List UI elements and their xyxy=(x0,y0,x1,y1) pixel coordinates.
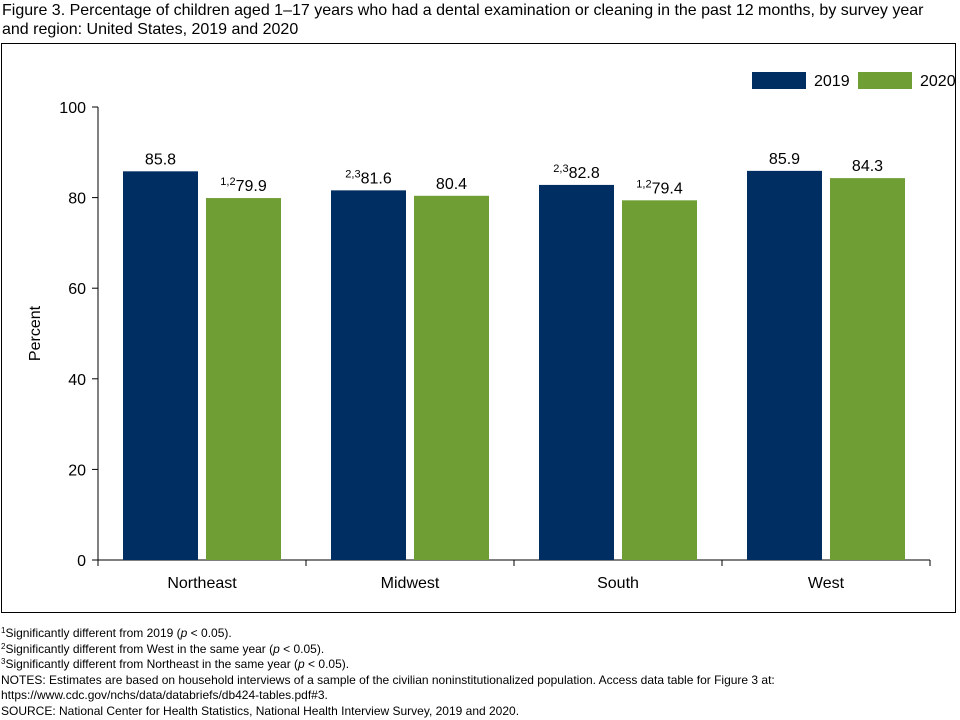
data-label-west-2020: 84.3 xyxy=(852,158,883,175)
x-tick-label: South xyxy=(597,575,639,592)
bar-northeast-2019 xyxy=(123,171,198,560)
figure-notes: 1Significantly different from 2019 (p < … xyxy=(1,626,956,720)
data-label-south-2019: 2,382.8 xyxy=(553,163,600,182)
y-tick-label: 0 xyxy=(77,553,86,570)
legend-swatch-2019 xyxy=(752,72,806,89)
bar-west-2020 xyxy=(830,178,905,560)
data-label-midwest-2020: 80.4 xyxy=(436,176,467,193)
footnote-2: 2Significantly different from West in th… xyxy=(1,641,325,656)
significance-superscript: 2,3 xyxy=(345,168,360,180)
significance-superscript: 1,2 xyxy=(220,176,235,188)
data-value: 85.9 xyxy=(769,151,800,168)
x-tick-label: West xyxy=(808,575,845,592)
data-value: 79.9 xyxy=(236,178,267,195)
legend-swatch-2020 xyxy=(858,72,912,89)
bar-south-2020 xyxy=(622,200,697,560)
data-value: 82.8 xyxy=(569,165,600,182)
data-value: 81.6 xyxy=(361,170,392,187)
x-tick-label: Northeast xyxy=(167,575,237,592)
data-label-northeast-2020: 1,279.9 xyxy=(220,176,267,195)
data-label-midwest-2019: 2,381.6 xyxy=(345,168,392,187)
y-tick-label: 100 xyxy=(59,100,86,117)
x-tick-label: Midwest xyxy=(381,575,440,592)
data-value: 80.4 xyxy=(436,176,467,193)
chart-frame: 0 20 40 60 80 100 Percent 85.8 1,279.9 Northeast 2… xyxy=(1,43,956,613)
source-text: SOURCE: National Center for Health Stati… xyxy=(1,703,520,718)
data-value: 79.4 xyxy=(652,180,683,197)
y-tick-label: 60 xyxy=(68,281,86,298)
data-value: 85.8 xyxy=(145,151,176,168)
bar-midwest-2020 xyxy=(414,195,489,560)
data-label-south-2020: 1,279.4 xyxy=(636,178,683,197)
legend-label-2019: 2019 xyxy=(814,73,850,90)
bar-midwest-2019 xyxy=(331,190,406,561)
data-label-northeast-2019: 85.8 xyxy=(145,151,176,168)
data-label-west-2019: 85.9 xyxy=(769,151,800,168)
y-tick-label: 40 xyxy=(68,372,86,389)
y-axis-label: Percent xyxy=(27,305,44,361)
y-tick-label: 80 xyxy=(68,191,86,208)
y-tick-label: 20 xyxy=(68,462,86,479)
data-value: 84.3 xyxy=(852,158,883,175)
footnote-3: 3Significantly different from Northeast … xyxy=(1,657,350,672)
data-table-link[interactable]: https://www.cdc.gov/nchs/data/databriefs… xyxy=(1,688,328,703)
bar-chart: 020406080100Percent85.81,279.9Northeast2… xyxy=(27,72,955,592)
bar-northeast-2020 xyxy=(206,198,281,561)
bar-south-2019 xyxy=(539,184,614,560)
significance-superscript: 2,3 xyxy=(553,163,568,175)
legend-label-2020: 2020 xyxy=(920,73,955,90)
significance-superscript: 1,2 xyxy=(636,178,651,190)
bar-west-2019 xyxy=(747,170,822,561)
footnote-1: 1Significantly different from 2019 (p < … xyxy=(1,626,232,640)
figure-title: Figure 3. Percentage of children aged 1–… xyxy=(2,2,924,38)
notes-text: NOTES: Estimates are based on household … xyxy=(1,672,775,687)
